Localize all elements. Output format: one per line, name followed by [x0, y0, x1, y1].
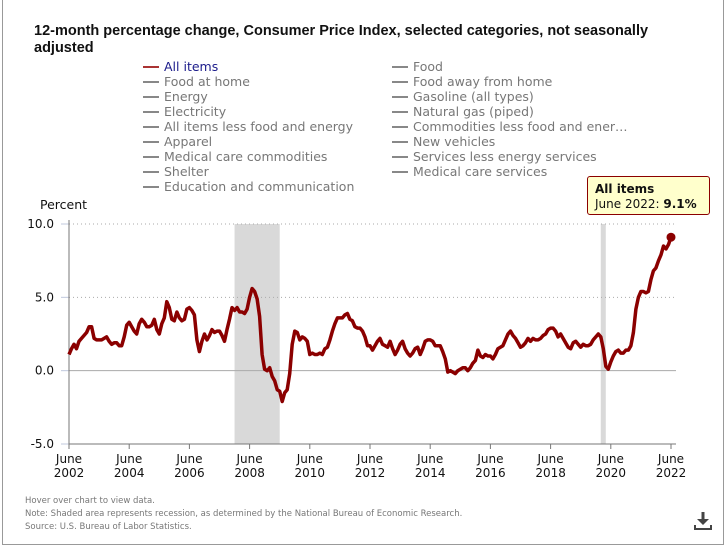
- x-tick-month: June: [115, 452, 142, 466]
- y-axis-label: Percent: [40, 197, 88, 212]
- y-tick-label: 5.0: [35, 290, 54, 304]
- notes: Hover over chart to view data. Note: Sha…: [25, 495, 462, 534]
- legend-label: Energy: [164, 89, 208, 104]
- x-tick-year: 2006: [174, 466, 205, 480]
- legend-swatch: [392, 155, 408, 158]
- chart-title: 12-month percentage change, Consumer Pri…: [34, 23, 649, 56]
- legend-label: Medical care services: [413, 164, 548, 179]
- legend-swatch: [392, 170, 408, 173]
- legend-label: Food at home: [164, 74, 250, 89]
- legend-swatch: [392, 125, 408, 128]
- legend-item[interactable]: All items less food and energy: [143, 119, 353, 134]
- legend-item[interactable]: Commodities less food and ener…: [392, 119, 628, 134]
- legend-label: Medical care commodities: [164, 149, 328, 164]
- tooltip-value: 9.1%: [663, 197, 697, 211]
- legend-item[interactable]: Food: [392, 59, 443, 74]
- tooltip-date: June 2022:: [595, 197, 664, 211]
- legend-label: All items less food and energy: [164, 119, 354, 134]
- legend-label: Services less energy services: [413, 149, 597, 164]
- x-tick-year: 2022: [656, 466, 687, 480]
- x-tick-year: 2014: [415, 466, 446, 480]
- x-tick-month: June: [476, 452, 503, 466]
- y-tick-label: 0.0: [35, 364, 54, 378]
- legend-item[interactable]: Energy: [143, 89, 208, 104]
- y-tick-label: -5.0: [31, 437, 54, 451]
- legend-swatch: [143, 110, 159, 113]
- series-line-all-items: [67, 236, 673, 404]
- legend-swatch: [143, 140, 159, 143]
- legend-swatch: [143, 95, 159, 98]
- legend-item[interactable]: New vehicles: [392, 134, 495, 149]
- legend-swatch: [143, 65, 159, 68]
- data-point-highlight: [666, 232, 676, 242]
- x-tick-year: 2004: [114, 466, 145, 480]
- hover-note: Hover over chart to view data.: [25, 496, 155, 506]
- x-tick-month: June: [175, 452, 202, 466]
- legend-label: Electricity: [164, 104, 227, 119]
- legend-swatch: [143, 155, 159, 158]
- legend-label: Education and communication: [164, 179, 355, 194]
- legend-swatch: [392, 65, 408, 68]
- legend-item[interactable]: Electricity: [143, 104, 226, 119]
- legend-swatch: [143, 185, 159, 188]
- x-tick-year: 2012: [355, 466, 386, 480]
- y-tick-label: 10.0: [27, 217, 54, 231]
- legend-item[interactable]: Shelter: [143, 164, 209, 179]
- x-tick-month: June: [236, 452, 263, 466]
- tooltip-series: All items: [595, 182, 655, 196]
- download-icon[interactable]: [693, 511, 713, 531]
- legend-label: Gasoline (all types): [413, 89, 534, 104]
- legend-swatch: [392, 110, 408, 113]
- source-note: Source: U.S. Bureau of Labor Statistics.: [25, 522, 192, 532]
- legend-label: Shelter: [164, 164, 209, 179]
- legend-label: Food: [413, 59, 443, 74]
- legend-swatch: [392, 140, 408, 143]
- legend-swatch: [143, 125, 159, 128]
- legend-swatch: [143, 170, 159, 173]
- x-tick-year: 2018: [535, 466, 566, 480]
- legend-label: Natural gas (piped): [413, 104, 534, 119]
- recession-band: [234, 224, 280, 444]
- x-tick-year: 2010: [295, 466, 326, 480]
- legend-item[interactable]: Natural gas (piped): [392, 104, 534, 119]
- x-tick-month: June: [296, 452, 323, 466]
- x-tick-month: June: [356, 452, 383, 466]
- legend-swatch: [392, 95, 408, 98]
- x-tick-year: 2002: [54, 466, 85, 480]
- legend-label: Apparel: [164, 134, 213, 149]
- x-tick-year: 2008: [234, 466, 265, 480]
- legend-label: All items: [164, 59, 219, 74]
- legend-item[interactable]: Services less energy services: [392, 149, 597, 164]
- x-tick-year: 2016: [475, 466, 506, 480]
- x-tick-month: June: [657, 452, 684, 466]
- legend-item[interactable]: All items: [143, 59, 218, 74]
- recession-note: Note: Shaded area represents recession, …: [25, 509, 463, 519]
- legend-item[interactable]: Medical care commodities: [143, 149, 327, 164]
- legend-label: Food away from home: [413, 74, 553, 89]
- x-tick-month: June: [537, 452, 564, 466]
- recession-band: [600, 224, 606, 444]
- legend-item[interactable]: Gasoline (all types): [392, 89, 534, 104]
- x-tick-month: June: [416, 452, 443, 466]
- tooltip: All items June 2022: 9.1%: [587, 176, 710, 215]
- x-tick-month: June: [597, 452, 624, 466]
- x-tick-year: 2020: [596, 466, 627, 480]
- legend-item[interactable]: Food at home: [143, 74, 250, 89]
- x-tick-month: June: [55, 452, 82, 466]
- legend-swatch: [392, 80, 408, 83]
- legend-item[interactable]: Education and communication: [143, 179, 354, 194]
- legend-item[interactable]: Medical care services: [392, 164, 547, 179]
- legend-item[interactable]: Food away from home: [392, 74, 552, 89]
- legend-item[interactable]: Apparel: [143, 134, 212, 149]
- legend-label: New vehicles: [413, 134, 496, 149]
- legend-swatch: [143, 80, 159, 83]
- legend-label: Commodities less food and ener…: [413, 119, 628, 134]
